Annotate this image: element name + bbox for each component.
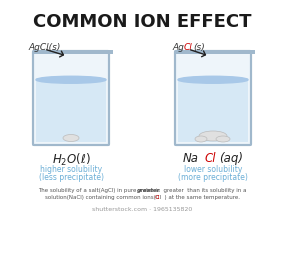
Text: Cl: Cl <box>155 195 160 200</box>
Text: Cl: Cl <box>184 43 193 52</box>
Bar <box>178 78 248 142</box>
Text: lower solubility: lower solubility <box>184 165 242 174</box>
Text: shutterstock.com · 1965135820: shutterstock.com · 1965135820 <box>92 207 192 212</box>
Ellipse shape <box>199 131 227 141</box>
Bar <box>36 78 106 142</box>
Bar <box>108 50 113 53</box>
Text: AgCl(s): AgCl(s) <box>28 43 60 52</box>
Bar <box>33 50 109 53</box>
Text: (s): (s) <box>193 43 205 52</box>
Text: COMMON ION EFFECT: COMMON ION EFFECT <box>33 13 251 31</box>
Text: The solubility of a salt(AgCl) in pure water is  greater  than its solubility in: The solubility of a salt(AgCl) in pure w… <box>38 188 246 193</box>
Text: greater: greater <box>137 188 160 193</box>
Text: Ag: Ag <box>172 43 184 52</box>
FancyBboxPatch shape <box>175 51 251 145</box>
FancyBboxPatch shape <box>33 51 109 145</box>
Ellipse shape <box>36 76 106 83</box>
Text: (less precipitate): (less precipitate) <box>39 173 103 182</box>
Bar <box>250 50 255 53</box>
Text: solution(NaCl) containing common ions(Cl  ) at the same temperature.: solution(NaCl) containing common ions(Cl… <box>45 195 239 200</box>
Ellipse shape <box>216 136 230 142</box>
Ellipse shape <box>195 136 207 142</box>
Bar <box>175 50 251 53</box>
Ellipse shape <box>178 76 248 83</box>
Text: higher solubility: higher solubility <box>40 165 102 174</box>
Text: (aq): (aq) <box>219 152 243 165</box>
Text: Na: Na <box>183 152 199 165</box>
Text: Cl: Cl <box>204 152 216 165</box>
Ellipse shape <box>63 134 79 141</box>
Text: (more precipitate): (more precipitate) <box>178 173 248 182</box>
Text: $H_2O(\ell)$: $H_2O(\ell)$ <box>52 152 90 168</box>
